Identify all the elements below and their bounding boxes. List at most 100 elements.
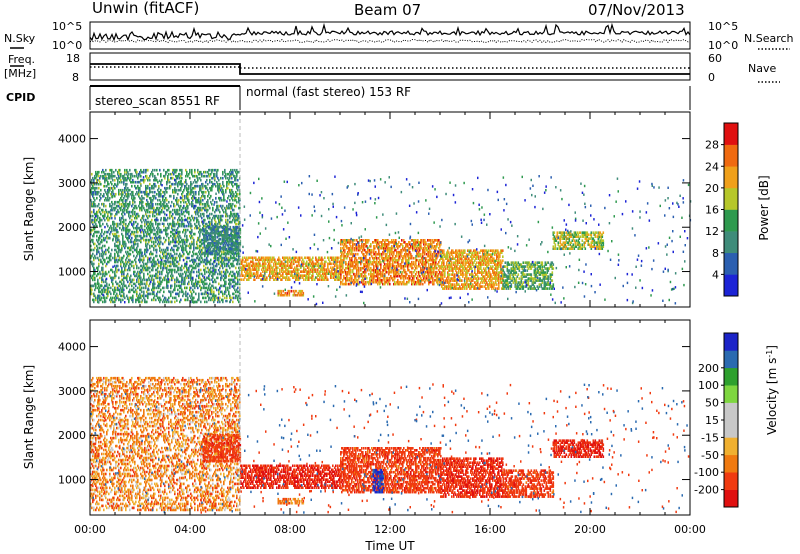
- scatter-cell: [168, 173, 170, 176]
- scatter-cell: [152, 169, 154, 172]
- scatter-cell: [222, 267, 224, 270]
- scatter-cell: [150, 211, 152, 214]
- scatter-cell: [125, 243, 127, 246]
- noise-panel-frame: [90, 22, 690, 49]
- scatter-cell: [365, 281, 367, 284]
- scatter-cell: [118, 211, 120, 214]
- scatter-cell: [135, 285, 137, 288]
- scatter-cell: [183, 205, 185, 208]
- scatter-cell: [186, 287, 188, 290]
- scatter-cell: [174, 269, 176, 272]
- scatter-cell: [101, 239, 103, 242]
- scatter-cell: [153, 241, 155, 244]
- scatter-cell: [227, 219, 229, 222]
- scatter-cell: [237, 226, 239, 229]
- scatter-cell: [195, 205, 197, 208]
- scatter-cell: [172, 217, 174, 220]
- scatter-cell: [103, 281, 105, 284]
- scatter-cell: [216, 263, 218, 266]
- scatter-cell: [117, 265, 119, 268]
- scatter-cell: [93, 299, 95, 302]
- scatter-cell: [149, 179, 151, 182]
- scatter-cell: [114, 253, 116, 256]
- scatter-cell: [322, 259, 324, 262]
- scatter-cell: [152, 203, 154, 206]
- scatter-cell: [104, 219, 106, 222]
- scatter-cell: [331, 263, 333, 266]
- scatter-cell: [154, 191, 156, 194]
- scatter-cell: [163, 223, 165, 226]
- scatter-cell: [198, 269, 200, 272]
- scatter-cell: [215, 226, 217, 229]
- scatter-cell: [93, 263, 95, 266]
- scatter-cell: [224, 199, 226, 202]
- scatter-cell: [99, 295, 101, 298]
- scatter-cell: [185, 299, 187, 302]
- scatter-cell: [193, 191, 195, 194]
- scatter-cell: [132, 261, 134, 264]
- scatter-cell: [312, 257, 314, 260]
- scatter-cell: [132, 295, 134, 298]
- scatter-cell: [298, 272, 300, 275]
- scatter-cell: [232, 199, 234, 202]
- scatter-cell: [168, 301, 170, 304]
- scatter-cell: [141, 225, 143, 228]
- scatter-cell: [203, 265, 205, 268]
- scatter-cell: [95, 297, 97, 300]
- scatter-cell: [337, 265, 339, 268]
- nave-label: Nave: [748, 62, 776, 75]
- scatter-cell: [120, 299, 122, 302]
- scatter-cell: [303, 278, 305, 281]
- scatter-cell: [136, 291, 138, 294]
- scatter-cell: [157, 275, 159, 278]
- scatter-cell: [205, 191, 207, 194]
- scatter-cell: [163, 237, 165, 240]
- scatter-cell: [160, 289, 162, 292]
- scatter-cell: [101, 229, 103, 232]
- scatter-cell: [156, 169, 158, 172]
- scatter-cell: [205, 248, 207, 251]
- scatter-cell: [168, 207, 170, 210]
- scatter-cell: [119, 257, 121, 260]
- scatter-cell: [217, 205, 219, 208]
- scatter-cell: [203, 213, 205, 216]
- scatter-cell: [223, 211, 225, 214]
- scatter-cell: [101, 297, 103, 300]
- noise-left-tick-top: 10^5: [52, 20, 82, 33]
- scatter-cell: [155, 203, 157, 206]
- scatter-cell: [204, 195, 206, 198]
- scatter-cell: [211, 213, 213, 216]
- scatter-cell: [126, 183, 128, 186]
- scatter-cell: [237, 279, 239, 282]
- scatter-cell: [104, 185, 106, 188]
- scatter-cell: [202, 199, 204, 202]
- scatter-cell: [134, 175, 136, 178]
- scatter-cell: [143, 239, 145, 242]
- scatter-cell: [152, 223, 154, 226]
- scatter-cell: [212, 207, 214, 210]
- scatter-cell: [207, 209, 209, 212]
- scatter-cell: [206, 226, 208, 229]
- scatter-cell: [225, 287, 227, 290]
- scatter-cell: [159, 271, 161, 274]
- scatter-cell: [196, 271, 198, 274]
- scatter-cell: [174, 217, 176, 220]
- noise-right-tick-bottom: 10^0: [708, 39, 738, 52]
- scatter-cell: [144, 279, 146, 282]
- scatter-cell: [193, 271, 195, 274]
- scatter-cell: [159, 223, 161, 226]
- scatter-cell: [176, 285, 178, 288]
- scatter-cell: [108, 287, 110, 290]
- nsky-trace: [90, 25, 690, 40]
- scatter-cell: [179, 281, 181, 284]
- scatter-cell: [151, 299, 153, 302]
- scatter-cell: [204, 219, 206, 222]
- scatter-cell: [137, 243, 139, 246]
- scatter-cell: [328, 257, 330, 260]
- scatter-cell: [179, 223, 181, 226]
- scatter-cell: [368, 273, 370, 276]
- scatter-cell: [174, 301, 176, 304]
- scatter-cell: [163, 291, 165, 294]
- scatter-cell: [188, 199, 190, 202]
- scatter-cell: [325, 261, 327, 264]
